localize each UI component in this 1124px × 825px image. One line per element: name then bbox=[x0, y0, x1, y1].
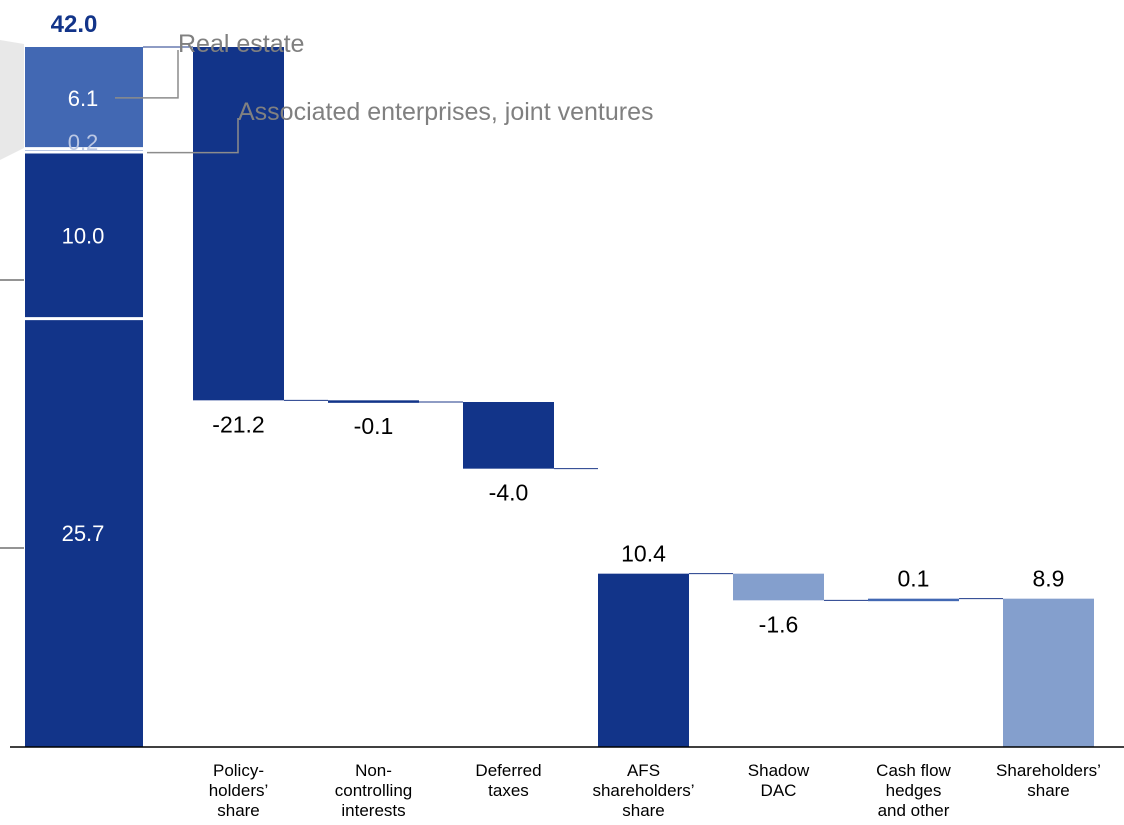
category-label-line: Deferred bbox=[475, 761, 541, 780]
callout-label-0: Real estate bbox=[178, 30, 304, 58]
bar-step-value-label-2: -4.0 bbox=[489, 480, 529, 506]
bar-step-2 bbox=[463, 402, 554, 469]
category-label-6: Shareholders’ share bbox=[996, 761, 1101, 800]
category-label-line: and other bbox=[878, 801, 950, 820]
category-label-line: DAC bbox=[761, 781, 797, 800]
bars-group bbox=[25, 47, 1094, 747]
bar-step-value-label-3: 10.4 bbox=[621, 541, 666, 567]
first-bar-segment-label-2: 0.2 bbox=[68, 130, 99, 155]
bar-step-0 bbox=[193, 47, 284, 401]
first-bar-segment-0 bbox=[25, 318, 143, 747]
category-label-line: interests bbox=[341, 801, 405, 820]
bar-step-1 bbox=[328, 400, 419, 403]
callout-line-1 bbox=[147, 118, 239, 154]
bar-step-6 bbox=[1003, 598, 1094, 747]
category-label-line: taxes bbox=[488, 781, 529, 800]
category-label-line: hedges bbox=[886, 781, 942, 800]
bar-step-value-label-5: 0.1 bbox=[898, 566, 930, 592]
category-label-line: share bbox=[217, 801, 260, 820]
first-bar-segment-label-3: 6.1 bbox=[68, 86, 99, 111]
first-bar-segment-label-1: 10.0 bbox=[62, 223, 105, 248]
bar-step-value-label-1: -0.1 bbox=[354, 413, 394, 439]
category-label-4: Shadow DAC bbox=[748, 761, 810, 800]
bar-step-value-label-4: -1.6 bbox=[759, 611, 799, 637]
category-label-line: Policy- bbox=[213, 761, 264, 780]
bar-step-3 bbox=[598, 573, 689, 747]
left-decoration-shape bbox=[0, 40, 24, 160]
category-label-line: Cash flow bbox=[876, 761, 951, 780]
category-label-line: shareholders’ bbox=[592, 781, 694, 800]
category-label-line: Non- bbox=[355, 761, 392, 780]
callout-label-1: Associated enterprises, joint ventures bbox=[238, 98, 654, 126]
callouts-group: Real estate Associated enterprises, joint… bbox=[115, 30, 654, 154]
first-bar-segment-1 bbox=[25, 152, 143, 319]
category-label-line: share bbox=[1027, 781, 1070, 800]
category-label-0: Policy-holders’ share bbox=[209, 761, 269, 820]
callout-line-0 bbox=[115, 50, 179, 99]
first-bar-segment-2 bbox=[25, 148, 143, 152]
category-label-3: AFS shareholders’ share bbox=[592, 761, 694, 820]
category-label-line: controlling bbox=[335, 781, 413, 800]
bar-step-value-label-0: -21.2 bbox=[212, 411, 264, 437]
category-label-line: AFS bbox=[627, 761, 660, 780]
value-labels-group: 25.7 10.0 0.2 6.1 42.0 -21.2 -0.1 -4.0 10.4 -1.6 0… bbox=[51, 11, 1065, 637]
category-label-line: Shareholders’ bbox=[996, 761, 1101, 780]
first-bar-total-label: 42.0 bbox=[51, 11, 98, 38]
category-label-2: Deferred taxes bbox=[475, 761, 541, 800]
first-bar-segment-label-0: 25.7 bbox=[62, 521, 105, 546]
bar-step-4 bbox=[733, 573, 824, 601]
connector-lines bbox=[143, 46, 1003, 601]
category-label-5: Cash flow hedges and other bbox=[876, 761, 951, 820]
category-label-line: share bbox=[622, 801, 665, 820]
category-label-line: holders’ bbox=[209, 781, 269, 800]
bar-step-value-label-6: 8.9 bbox=[1033, 566, 1065, 592]
bar-step-5 bbox=[868, 598, 959, 602]
category-label-1: Non-controlling interests bbox=[335, 761, 413, 820]
category-label-line: Shadow bbox=[748, 761, 810, 780]
